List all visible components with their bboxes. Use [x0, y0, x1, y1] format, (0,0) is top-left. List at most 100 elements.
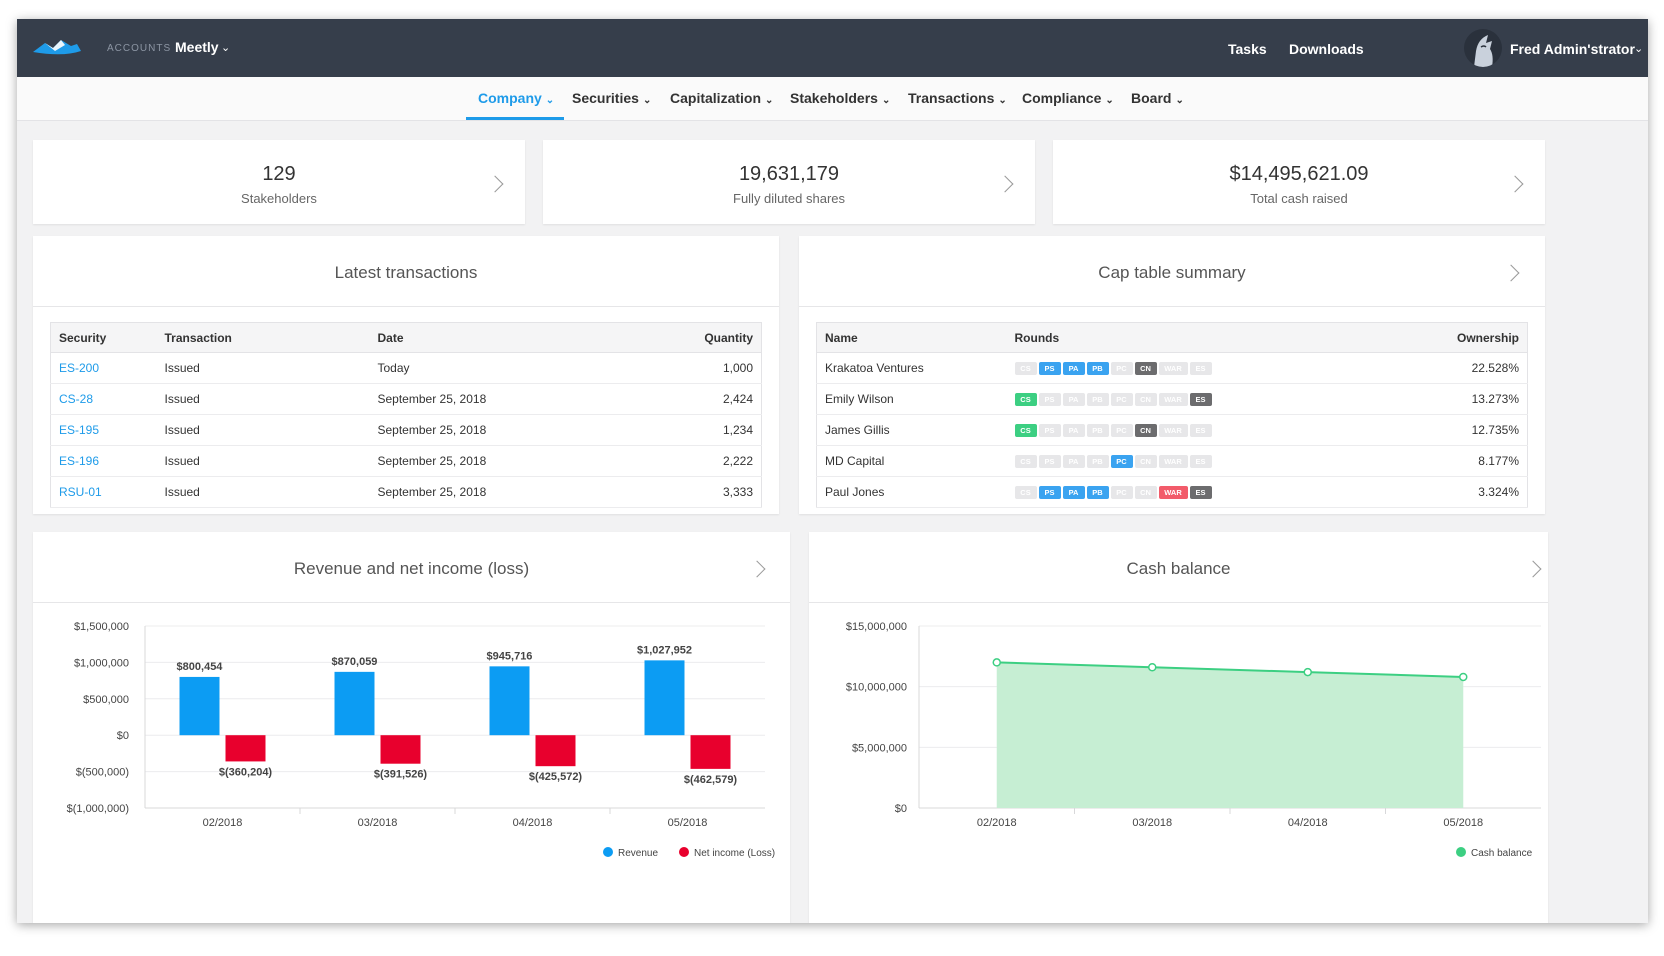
chevron-down-icon[interactable]: ⌄ — [1634, 43, 1644, 55]
revenue-bar[interactable] — [179, 676, 220, 736]
panel-title[interactable]: Cap table summary — [1098, 263, 1246, 282]
round-badge-pb[interactable]: PB — [1086, 393, 1109, 407]
round-badge-cn[interactable]: CN — [1134, 486, 1157, 500]
panel-title[interactable]: Cash balance — [1126, 559, 1231, 578]
round-badge-cn[interactable]: CN — [1134, 362, 1157, 376]
security-link[interactable]: ES-195 — [59, 423, 100, 437]
security-link[interactable]: CS-28 — [59, 392, 94, 406]
security-link[interactable]: ES-196 — [59, 454, 100, 468]
round-badge-pa[interactable]: PA — [1062, 424, 1085, 438]
cash-balance-point[interactable] — [1148, 663, 1157, 672]
round-badge-war[interactable]: WAR — [1158, 362, 1188, 376]
table-row[interactable]: Krakatoa Ventures CS PS PA PB PC CN WAR ES 22.528… — [816, 352, 1528, 384]
round-badge-cs[interactable]: CS — [1014, 424, 1037, 438]
round-badge-cn[interactable]: CN — [1134, 424, 1157, 438]
nav-item-capitalization[interactable]: Capitalization ⌄ — [670, 90, 774, 106]
revenue-bar[interactable] — [334, 671, 375, 736]
legend-label-net-income[interactable]: Net income (Loss) — [694, 848, 775, 859]
security-cell[interactable]: CS-28 — [50, 383, 157, 415]
round-badge-pb[interactable]: PB — [1086, 486, 1109, 500]
security-cell[interactable]: ES-195 — [50, 414, 157, 446]
tasks-link[interactable]: Tasks — [1228, 41, 1267, 57]
round-badge-ps[interactable]: PS — [1038, 393, 1061, 407]
round-badge-pa[interactable]: PA — [1062, 362, 1085, 376]
column-header[interactable]: Quantity — [589, 322, 762, 353]
column-header[interactable]: Transaction — [156, 322, 370, 353]
nav-item-securities[interactable]: Securities ⌄ — [572, 90, 652, 106]
net-income-bar[interactable] — [380, 735, 421, 764]
cash-balance-point[interactable] — [1303, 667, 1312, 677]
security-cell[interactable]: ES-196 — [50, 445, 157, 477]
round-badge-ps[interactable]: PS — [1038, 424, 1061, 438]
user-menu[interactable]: Fred Admin'strator — [1510, 41, 1635, 57]
table-row[interactable]: ES-200 Issued Today 1,000 — [50, 352, 762, 384]
table-row[interactable]: ES-195 Issued September 25, 2018 1,234 — [50, 414, 762, 446]
column-header[interactable]: Rounds — [1006, 322, 1408, 353]
table-row[interactable]: James Gillis CS PS PA PB PC CN WAR ES 12.735% — [816, 414, 1528, 446]
panel-title[interactable]: Revenue and net income (loss) — [293, 559, 530, 578]
security-cell[interactable]: RSU-01 — [50, 476, 157, 508]
net-income-bar[interactable] — [690, 735, 731, 769]
round-badge-pa[interactable]: PA — [1062, 455, 1085, 469]
stakeholder-name[interactable]: Emily Wilson — [816, 383, 1007, 415]
table-row[interactable]: Paul Jones CS PS PA PB PC CN WAR ES 3.324% — [816, 476, 1528, 508]
round-badge-ps[interactable]: PS — [1038, 486, 1061, 500]
legend-label-cash-balance[interactable]: Cash balance — [1471, 848, 1533, 859]
chevron-down-icon[interactable]: ⌄ — [221, 42, 231, 54]
net-income-bar[interactable] — [535, 735, 576, 767]
nav-item-stakeholders[interactable]: Stakeholders ⌄ — [790, 90, 891, 106]
round-badge-es[interactable]: ES — [1189, 455, 1212, 469]
column-header[interactable]: Date — [369, 322, 590, 353]
table-row[interactable]: MD Capital CS PS PA PB PC CN WAR ES 8.177% — [816, 445, 1528, 477]
round-badge-war[interactable]: WAR — [1158, 424, 1188, 438]
round-badge-cs[interactable]: CS — [1014, 362, 1037, 376]
round-badge-pc[interactable]: PC — [1110, 455, 1133, 469]
nav-item-board[interactable]: Board ⌄ — [1131, 90, 1184, 106]
round-badge-pc[interactable]: PC — [1110, 362, 1133, 376]
table-row[interactable]: Emily Wilson CS PS PA PB PC CN WAR ES 13.273% — [816, 383, 1528, 415]
round-badge-ps[interactable]: PS — [1038, 362, 1061, 376]
round-badge-es[interactable]: ES — [1189, 424, 1212, 438]
shares-card[interactable]: 19,631,179 Fully diluted shares — [543, 140, 1035, 224]
stakeholder-name[interactable]: James Gillis — [816, 414, 1007, 446]
logo-icon[interactable] — [33, 37, 81, 59]
nav-item-transactions[interactable]: Transactions ⌄ — [908, 90, 1007, 106]
column-header[interactable]: Name — [816, 322, 1007, 353]
round-badge-cs[interactable]: CS — [1014, 486, 1037, 500]
table-row[interactable]: CS-28 Issued September 25, 2018 2,424 — [50, 383, 762, 415]
nav-item-compliance[interactable]: Compliance ⌄ — [1022, 90, 1114, 106]
table-row[interactable]: RSU-01 Issued September 25, 2018 3,333 — [50, 476, 762, 508]
round-badge-es[interactable]: ES — [1189, 362, 1212, 376]
column-header[interactable]: Security — [50, 322, 157, 353]
security-link[interactable]: ES-200 — [59, 361, 100, 375]
revenue-bar[interactable] — [489, 666, 530, 736]
round-badge-pb[interactable]: PB — [1086, 455, 1109, 469]
security-cell[interactable]: ES-200 — [50, 352, 157, 384]
round-badge-es[interactable]: ES — [1189, 486, 1212, 500]
stakeholders-card[interactable]: 129 Stakeholders — [33, 140, 525, 224]
stakeholder-name[interactable]: Paul Jones — [816, 476, 1007, 508]
round-badge-es[interactable]: ES — [1189, 393, 1212, 407]
cash-raised-card[interactable]: $14,495,621.09 Total cash raised — [1053, 140, 1545, 224]
round-badge-cn[interactable]: CN — [1134, 393, 1157, 407]
nav-item-company[interactable]: Company ⌄ — [478, 90, 555, 106]
round-badge-pc[interactable]: PC — [1110, 486, 1133, 500]
avatar[interactable] — [1464, 29, 1502, 67]
round-badge-war[interactable]: WAR — [1158, 486, 1188, 500]
stakeholder-name[interactable]: Krakatoa Ventures — [816, 352, 1007, 384]
round-badge-pa[interactable]: PA — [1062, 393, 1085, 407]
security-link[interactable]: RSU-01 — [59, 485, 102, 499]
round-badge-war[interactable]: WAR — [1158, 455, 1188, 469]
column-header[interactable]: Ownership — [1407, 322, 1528, 353]
round-badge-pb[interactable]: PB — [1086, 362, 1109, 376]
round-badge-pa[interactable]: PA — [1062, 486, 1085, 500]
table-row[interactable]: ES-196 Issued September 25, 2018 2,222 — [50, 445, 762, 477]
cash-balance-point[interactable] — [1459, 672, 1468, 682]
round-badge-ps[interactable]: PS — [1038, 455, 1061, 469]
cash-balance-point[interactable] — [992, 658, 1001, 667]
revenue-bar[interactable] — [644, 660, 685, 736]
account-switcher[interactable]: Meetly — [175, 39, 219, 55]
round-badge-cs[interactable]: CS — [1014, 393, 1037, 407]
stakeholder-name[interactable]: MD Capital — [816, 445, 1007, 477]
net-income-bar[interactable] — [225, 735, 266, 762]
